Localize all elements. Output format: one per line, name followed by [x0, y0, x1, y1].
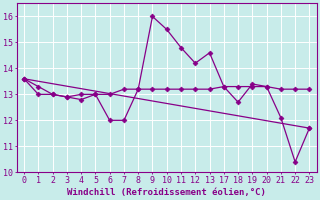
X-axis label: Windchill (Refroidissement éolien,°C): Windchill (Refroidissement éolien,°C): [67, 188, 266, 197]
